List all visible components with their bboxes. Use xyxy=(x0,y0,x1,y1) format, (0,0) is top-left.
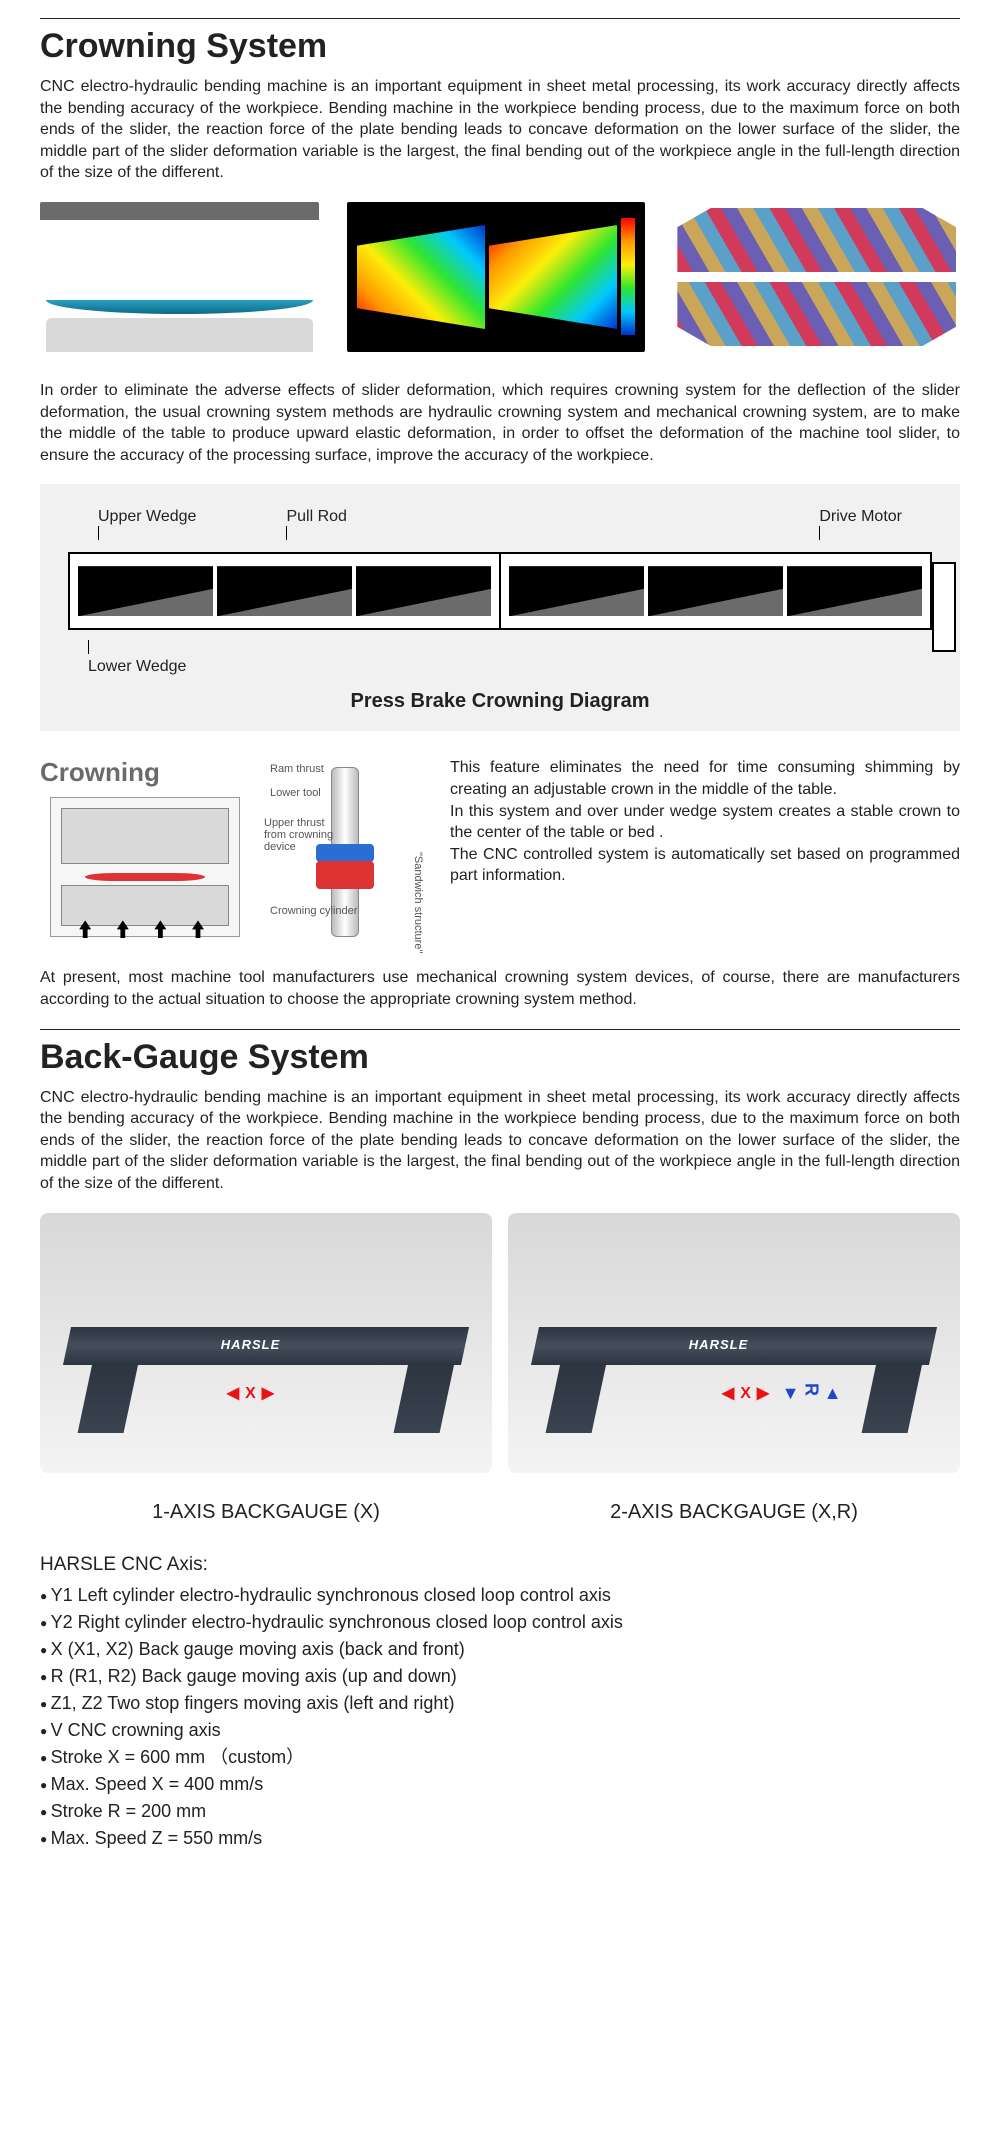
axis-list: Y1 Left cylinder electro-hydraulic synch… xyxy=(40,1582,960,1852)
upper-thrust-label: Upper thrust from crowning device xyxy=(264,817,334,853)
backgauge-1axis-figure: HARSLE X xyxy=(40,1213,492,1473)
upper-wedge-label: Upper Wedge xyxy=(98,508,196,544)
mesh-deformation-figure xyxy=(673,202,960,352)
axis-item: Y1 Left cylinder electro-hydraulic synch… xyxy=(40,1582,960,1609)
axis-item: Max. Speed X = 400 mm/s xyxy=(40,1771,960,1798)
axis-item: Max. Speed Z = 550 mm/s xyxy=(40,1825,960,1852)
axis-item: X (X1, X2) Back gauge moving axis (back … xyxy=(40,1636,960,1663)
ram-thrust-label: Ram thrust xyxy=(270,763,324,775)
backgauge-captions: 1-AXIS BACKGAUGE (X) 2-AXIS BACKGAUGE (X… xyxy=(40,1483,960,1524)
backgauge-intro: CNC electro-hydraulic bending machine is… xyxy=(40,1087,960,1195)
lower-wedge-label: Lower Wedge xyxy=(88,640,186,676)
backgauge-figure-row: HARSLE X HARSLE X ▲R▼ xyxy=(40,1213,960,1473)
r-axis-arrows-icon: ▲R▼ xyxy=(779,1383,842,1403)
drive-motor-icon xyxy=(932,562,956,652)
divider xyxy=(40,1029,960,1030)
axis-list-heading: HARSLE CNC Axis: xyxy=(40,1554,960,1576)
backgauge-caption-1: 1-AXIS BACKGAUGE (X) xyxy=(40,1501,492,1524)
drive-motor-label: Drive Motor xyxy=(819,508,902,544)
feature-text-3: The CNC controlled system is automatical… xyxy=(450,846,960,885)
axis-item: Z1, Z2 Two stop fingers moving axis (lef… xyxy=(40,1690,960,1717)
crowning-press-figure: Crowning xyxy=(40,757,250,947)
crowning-intro-2: In order to eliminate the adverse effect… xyxy=(40,380,960,466)
crowning-title: Crowning System xyxy=(40,27,960,66)
crowning-diagram-bottom-labels: Lower Wedge xyxy=(68,640,932,676)
crowning-outro: At present, most machine tool manufactur… xyxy=(40,967,960,1010)
x-axis-arrows-icon: X xyxy=(221,1383,280,1403)
crowning-cylinder-figure: Ram thrust Lower tool Upper thrust from … xyxy=(270,757,420,947)
crowning-intro-1: CNC electro-hydraulic bending machine is… xyxy=(40,76,960,184)
crowning-diagram-caption: Press Brake Crowning Diagram xyxy=(68,690,932,713)
axis-item: V CNC crowning axis xyxy=(40,1717,960,1744)
backgauge-2axis-figure: HARSLE X ▲R▼ xyxy=(508,1213,960,1473)
feature-text-2: In this system and over under wedge syst… xyxy=(450,803,960,842)
pull-rod-label: Pull Rod xyxy=(286,508,346,544)
feature-text-1: This feature eliminates the need for tim… xyxy=(450,759,960,798)
slider-deflection-figure xyxy=(40,202,319,352)
crowning-diagram-body xyxy=(68,552,932,630)
axis-item: Y2 Right cylinder electro-hydraulic sync… xyxy=(40,1609,960,1636)
fea-stress-figure xyxy=(347,202,646,352)
axis-item: Stroke R = 200 mm xyxy=(40,1798,960,1825)
axis-item: Stroke X = 600 mm （custom） xyxy=(40,1744,960,1771)
crowning-diagram-block: Upper Wedge Pull Rod Drive Motor Lower W… xyxy=(40,484,960,731)
divider xyxy=(40,18,960,19)
x-axis-arrows-icon: X xyxy=(716,1383,775,1403)
brand-label: HARSLE xyxy=(221,1337,280,1352)
lower-tool-label: Lower tool xyxy=(270,787,321,799)
crowning-diagram-top-labels: Upper Wedge Pull Rod Drive Motor xyxy=(68,508,932,544)
crowning-word-label: Crowning xyxy=(40,757,160,788)
backgauge-title: Back-Gauge System xyxy=(40,1038,960,1077)
axis-item: R (R1, R2) Back gauge moving axis (up an… xyxy=(40,1663,960,1690)
brand-label: HARSLE xyxy=(689,1337,748,1352)
crowning-figure-row xyxy=(40,202,960,352)
crowning-feature-text: This feature eliminates the need for tim… xyxy=(450,757,960,887)
backgauge-caption-2: 2-AXIS BACKGAUGE (X,R) xyxy=(508,1501,960,1524)
crowning-feature-row: Crowning Ram thrust Lower tool Upper thr… xyxy=(40,757,960,947)
crowning-cylinder-label: Crowning cylinder xyxy=(270,905,357,917)
sandwich-label: "Sandwich structure" xyxy=(412,852,424,953)
